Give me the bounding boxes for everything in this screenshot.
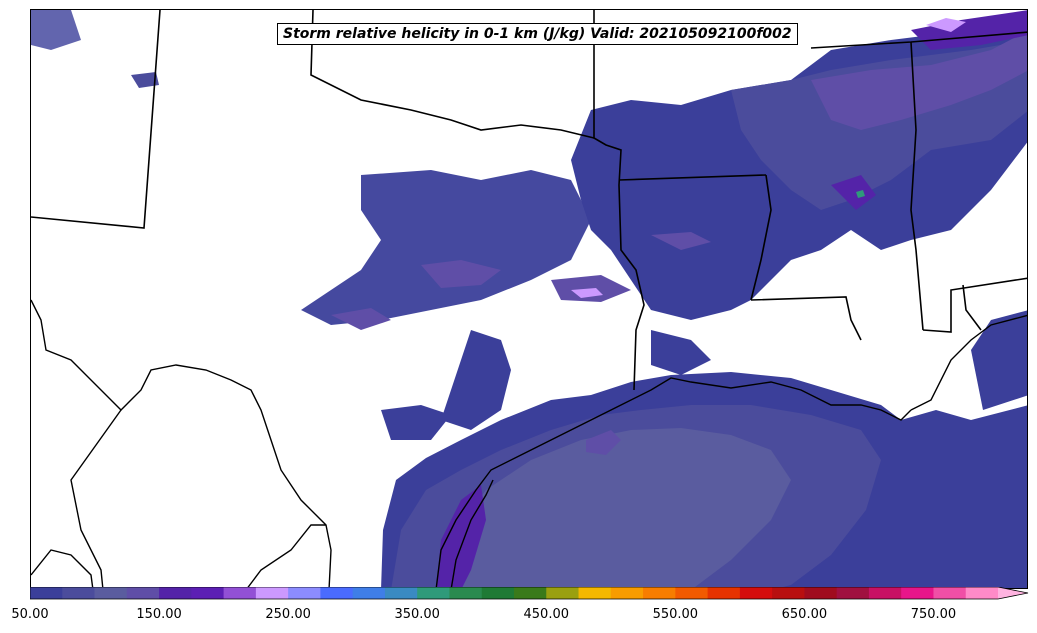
colorbar-tick-label: 450.00 xyxy=(523,607,570,622)
map-plot-area: Storm relative helicity in 0-1 km (J/kg)… xyxy=(30,9,1028,589)
colorbar-segment xyxy=(836,587,870,599)
colorbar-segment xyxy=(417,587,450,599)
colorbar-extend-arrow xyxy=(998,587,1028,599)
colorbar-segment xyxy=(965,587,999,599)
colorbar-tick-label: 350.00 xyxy=(394,607,440,622)
colorbar-segment xyxy=(868,587,902,599)
colorbar-segment xyxy=(933,587,967,599)
map-title: Storm relative helicity in 0-1 km (J/kg)… xyxy=(277,23,798,45)
colorbar-segment xyxy=(62,587,96,599)
colorbar-tick-label: 50.00 xyxy=(11,607,49,622)
colorbar-segment xyxy=(707,587,741,599)
colorbar-segment xyxy=(223,587,257,599)
colorbar-segment xyxy=(675,587,709,599)
colorbar-tick-label: 650.00 xyxy=(781,607,828,622)
colorbar-segment xyxy=(255,587,289,599)
colorbar-segment xyxy=(546,587,580,599)
helicity-inland-shading xyxy=(31,10,1027,440)
helicity-map xyxy=(31,10,1027,588)
colorbar-segment xyxy=(804,587,838,599)
colorbar-segment xyxy=(159,587,192,599)
colorbar-segment xyxy=(30,587,63,599)
colorbar-segment xyxy=(449,587,483,599)
colorbar-segment xyxy=(288,587,321,599)
colorbar-tick-label: 550.00 xyxy=(652,607,699,622)
colorbar-segment xyxy=(514,587,547,599)
colorbar-segment xyxy=(772,587,805,599)
colorbar-segment xyxy=(901,587,934,599)
colorbar-segment xyxy=(481,587,515,599)
colorbar-segment xyxy=(578,587,612,599)
colorbar-segment xyxy=(94,587,128,599)
colorbar-segment xyxy=(126,587,160,599)
colorbar-segment xyxy=(610,587,644,599)
colorbar xyxy=(30,587,1029,600)
colorbar-tick-label: 150.00 xyxy=(136,607,182,622)
colorbar-segment xyxy=(320,587,354,599)
colorbar-segment xyxy=(191,587,225,599)
colorbar-segment xyxy=(352,587,386,599)
helicity-gulf-shading xyxy=(381,310,1027,588)
colorbar-segment xyxy=(643,587,676,599)
coastlines xyxy=(31,299,1027,588)
colorbar-segment xyxy=(384,587,418,599)
colorbar-tick-label: 250.00 xyxy=(265,607,311,622)
state-boundaries xyxy=(31,10,1027,391)
colorbar-tick-label: 750.00 xyxy=(910,607,957,622)
colorbar-segment xyxy=(739,587,773,599)
